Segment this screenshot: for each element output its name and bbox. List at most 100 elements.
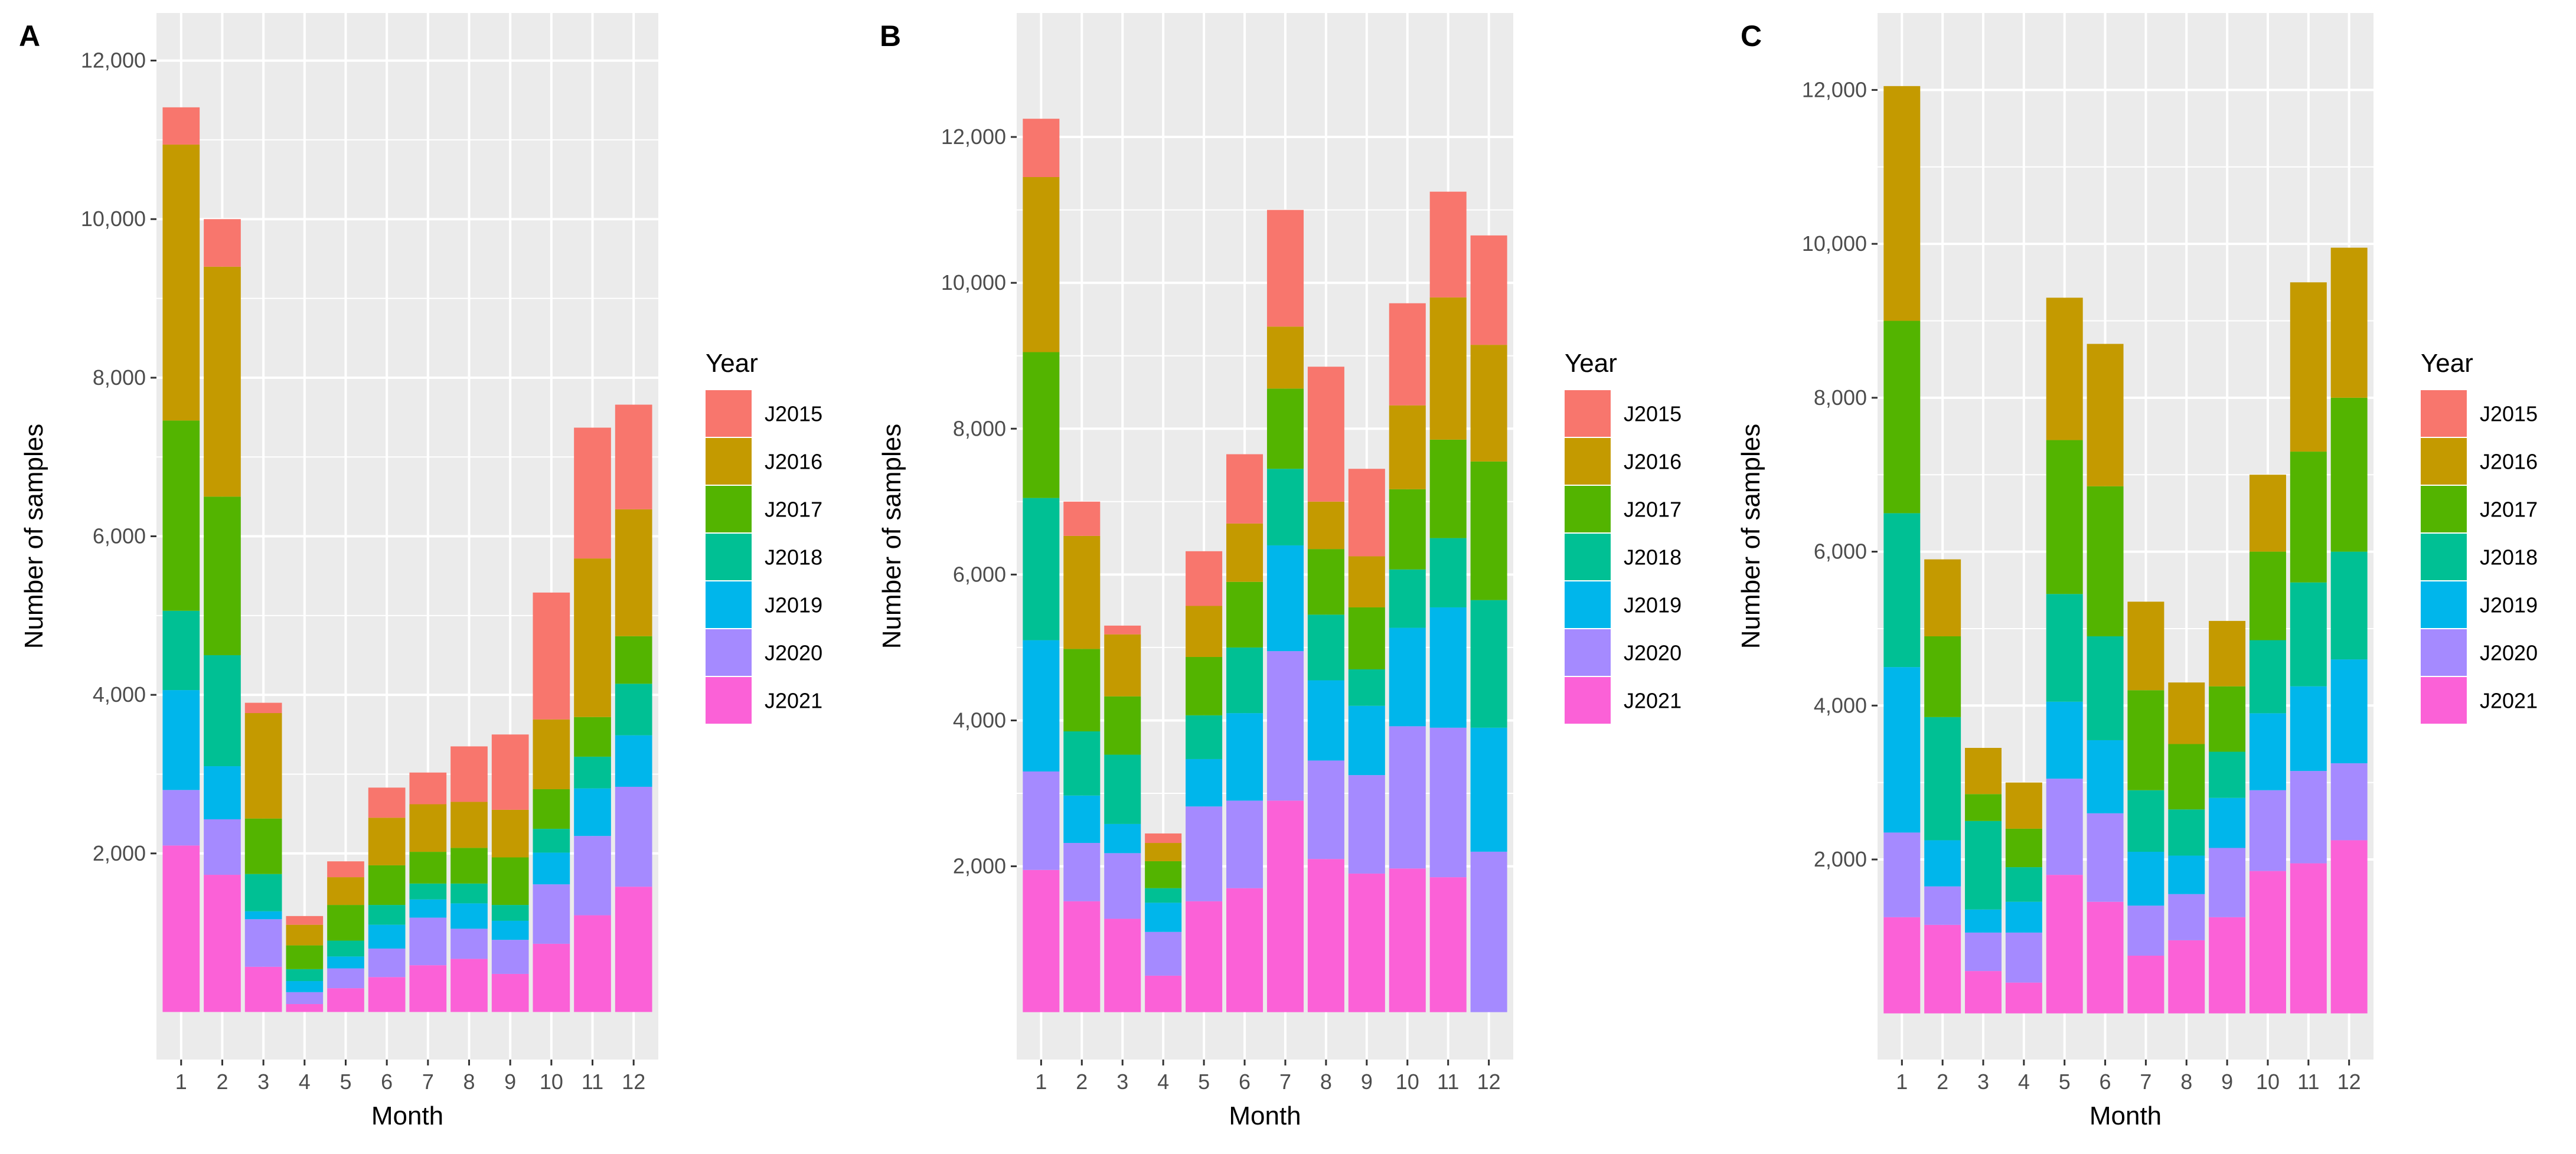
- panel-a-x-tick-label: 10: [540, 1070, 563, 1094]
- panel-b-legend-label: J2017: [1624, 498, 1682, 522]
- panel-a-bar-segment: [533, 789, 570, 829]
- panel-c-bar-segment: [2005, 932, 2042, 983]
- panel-a-bar-segment: [244, 911, 282, 920]
- panel-a-legend-key: [706, 438, 752, 485]
- panel-b-bar-segment: [1470, 600, 1507, 728]
- panel-b-bar-segment: [1226, 888, 1263, 1012]
- panel-a-legend-key: [706, 534, 752, 580]
- panel-a-bar-segment: [368, 787, 406, 818]
- panel-a-x-tick-label: 4: [299, 1070, 311, 1094]
- panel-b-y-tick-label: 8,000: [953, 416, 1006, 440]
- panel-c-bar-segment: [2330, 397, 2368, 552]
- panel-b-y-tick-label: 6,000: [953, 562, 1006, 586]
- panel-b-bar-segment: [1307, 501, 1344, 550]
- panel-a-bar-segment: [491, 734, 529, 810]
- panel-c-y-tick-label: 12,000: [1802, 77, 1867, 102]
- panel-c-bar-segment: [1965, 932, 2002, 972]
- panel-b-y-axis-title: Number of samples: [877, 424, 906, 649]
- panel-a-bar-segment: [533, 719, 570, 789]
- panel-c-bar-segment: [1965, 794, 2002, 821]
- panel-b-bar-segment: [1470, 235, 1507, 345]
- panel-b-bar-segment: [1307, 614, 1344, 681]
- panel-b-bar-segment: [1389, 868, 1426, 1012]
- panel-b-bar-segment: [1023, 498, 1060, 640]
- panel-a-bar-segment: [615, 684, 652, 735]
- panel-b-bar-segment: [1104, 625, 1141, 635]
- panel-b-legend-title: Year: [1565, 349, 1617, 378]
- panel-b-bar-segment: [1104, 634, 1141, 697]
- panel-b-legend-key: [1565, 629, 1611, 676]
- panel-b-bar-segment: [1226, 581, 1263, 648]
- panel-c-bar-segment: [2127, 852, 2164, 906]
- panel-a-legend-key: [706, 486, 752, 532]
- panel-c-y-axis-title: Number of samples: [1736, 424, 1765, 649]
- panel-a-bar-segment: [244, 702, 282, 714]
- panel-c-bar-segment: [2046, 440, 2083, 594]
- panel-b-bar-segment: [1266, 469, 1304, 545]
- panel-c-x-tick-label: 6: [2100, 1070, 2111, 1094]
- panel-a-bar-segment: [204, 875, 241, 1012]
- panel-c-bar-segment: [2046, 779, 2083, 875]
- panel-c-bar-segment: [2168, 855, 2205, 894]
- panel-c-bar-segment: [1924, 886, 1961, 925]
- panel-c-bar-segment: [1883, 667, 1921, 833]
- panel-b-bar-segment: [1186, 759, 1223, 807]
- panel-c-bar-segment: [2209, 917, 2246, 1014]
- panel-b-bar-segment: [1266, 545, 1304, 652]
- panel-a-bar-segment: [368, 865, 406, 905]
- panel-c-bar-segment: [2005, 901, 2042, 933]
- panel-c-x-tick-label: 12: [2337, 1070, 2361, 1094]
- panel-a-bar-segment: [204, 766, 241, 820]
- panel-b-legend-key: [1565, 534, 1611, 580]
- panel-a-x-tick-label: 3: [257, 1070, 269, 1094]
- panel-b-bar-segment: [1145, 931, 1182, 976]
- panel-b-legend-key: [1565, 486, 1611, 532]
- panel-a-bar-segment: [327, 861, 364, 878]
- panel-b-x-axis-title: Month: [1229, 1101, 1301, 1130]
- panel-c-bar-segment: [2249, 871, 2286, 1014]
- panel-c-legend-label: J2021: [2480, 689, 2538, 713]
- panel-a-bar-segment: [204, 219, 241, 267]
- panel-a-legend-label: J2015: [765, 402, 822, 426]
- panel-a-bar-segment: [409, 804, 447, 852]
- panel-a-bar-segment: [533, 592, 570, 720]
- panel-c-x-axis-title: Month: [2089, 1101, 2162, 1130]
- panel-b-bar-segment: [1470, 727, 1507, 852]
- panel-a-legend-key: [706, 629, 752, 676]
- panel-c-bar-segment: [2087, 636, 2124, 740]
- panel-b-bar-segment: [1307, 549, 1344, 615]
- panel-b-legend-label: J2015: [1624, 402, 1682, 426]
- panel-c-legend-key: [2421, 438, 2467, 485]
- panel-a-bar-segment: [368, 905, 406, 925]
- panel-a-legend-label: J2019: [765, 593, 822, 617]
- panel-b-legend-key: [1565, 438, 1611, 485]
- panel-c-legend-label: J2020: [2480, 641, 2538, 665]
- panel-b-x-tick-label: 5: [1198, 1070, 1210, 1094]
- panel-c-legend-key: [2421, 677, 2467, 724]
- panel-c-bar-segment: [2087, 486, 2124, 636]
- panel-a-bar-segment: [450, 883, 488, 904]
- panel-c-legend-label: J2017: [2480, 498, 2538, 522]
- panel-a-bar-segment: [450, 746, 488, 802]
- panel-b-legend-label: J2018: [1624, 545, 1682, 570]
- panel-c-bar-segment: [2127, 690, 2164, 790]
- panel-b-bar-segment: [1307, 680, 1344, 761]
- panel-c-bar-segment: [2249, 640, 2286, 714]
- panel-c-bar-segment: [2005, 828, 2042, 868]
- panel-b-x-tick-label: 6: [1239, 1070, 1251, 1094]
- panel-c-bar-segment: [1965, 909, 2002, 933]
- panel-a-y-tick-label: 12,000: [81, 48, 146, 73]
- panel-a-bar-segment: [162, 144, 200, 421]
- panel-b-bar-segment: [1266, 388, 1304, 469]
- panel-b-bar-segment: [1389, 627, 1426, 727]
- panel-b-bar-segment: [1348, 669, 1385, 706]
- panel-c-bar-segment: [2209, 620, 2246, 686]
- panel-a-bar-segment: [491, 857, 529, 905]
- panel-c-y-tick-label: 6,000: [1814, 540, 1867, 564]
- panel-c-bar-segment: [2005, 782, 2042, 829]
- panel-b-x-tick-label: 7: [1279, 1070, 1291, 1094]
- panel-b-bar-segment: [1389, 569, 1426, 628]
- panel-a-bar-segment: [204, 266, 241, 497]
